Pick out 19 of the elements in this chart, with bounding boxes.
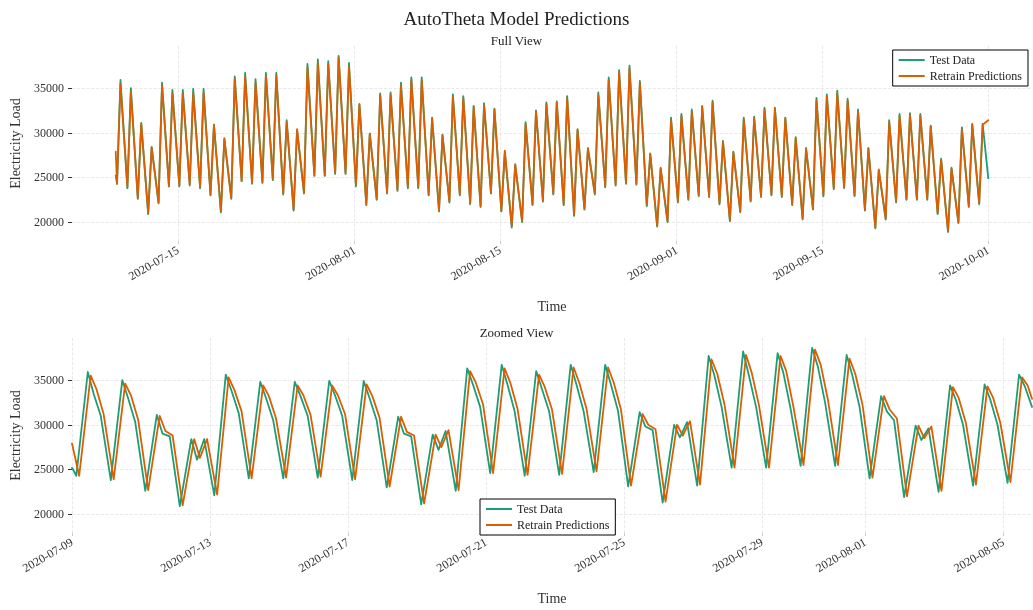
legend-label: Retrain Predictions [929,69,1023,83]
y-tick-label: 35000 [34,373,64,388]
y-tick-label: 25000 [34,462,64,477]
y-tick-label: 30000 [34,417,64,432]
chart-subtitle: Full View [490,33,543,48]
y-tick-label: 25000 [34,170,64,185]
legend-label: Test Data [929,53,976,67]
legend-label: Retrain Predictions [517,518,610,532]
y-tick-label: 20000 [34,507,64,522]
chart-title: AutoTheta Model Predictions [403,8,630,29]
x-axis-title: Time [537,298,567,314]
y-axis-title: Electricity Load [7,98,23,189]
chart-title: Zoomed View [479,325,554,340]
y-tick-label: 30000 [34,125,64,140]
legend-label: Test Data [517,502,564,516]
x-axis-title: Time [537,590,567,606]
y-axis-title: Electricity Load [7,390,23,481]
y-tick-label: 20000 [34,215,64,230]
y-tick-label: 35000 [34,81,64,96]
